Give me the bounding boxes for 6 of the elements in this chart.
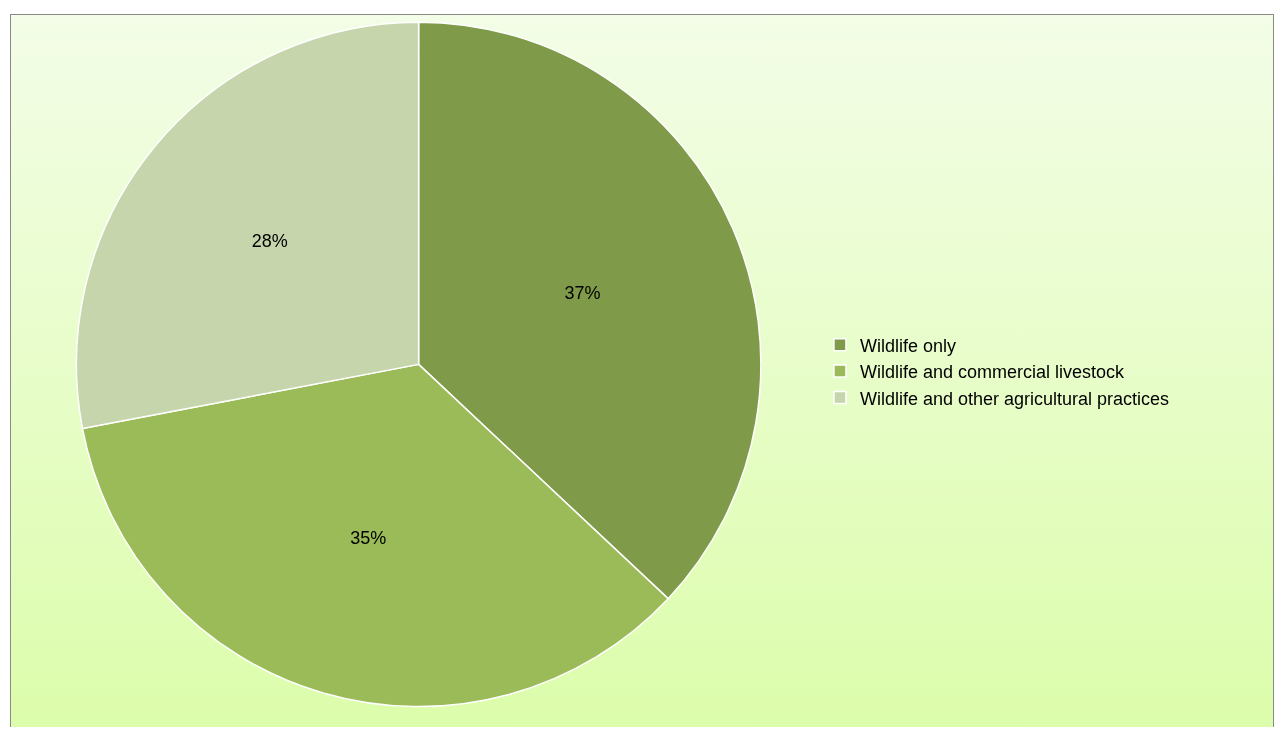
legend-label: Wildlife only <box>859 335 956 356</box>
data-label: 28% <box>251 231 288 252</box>
data-label: 37% <box>564 283 601 304</box>
legend-label: Wildlife and other agricultural practices <box>859 388 1170 409</box>
data-label: 35% <box>350 528 387 549</box>
legend-label: Wildlife and commercial livestock <box>859 362 1126 383</box>
